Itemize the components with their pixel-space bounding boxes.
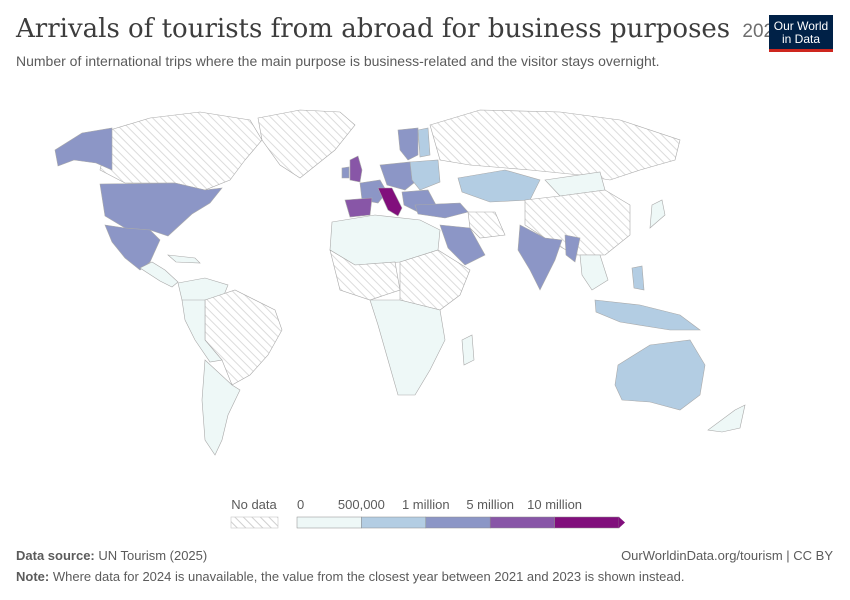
region-japan	[649, 199, 666, 229]
footer-url[interactable]: OurWorldinData.org/tourism | CC BY	[621, 548, 833, 563]
region-australia[interactable]	[614, 339, 706, 411]
region-bangladesh-myanmar	[564, 234, 581, 263]
region-madagascar	[461, 334, 475, 366]
region-central-america	[139, 261, 179, 288]
footer-note: Note: Where data for 2024 is unavailable…	[16, 569, 684, 584]
legend-bin-0[interactable]	[296, 516, 362, 529]
region-argentina-chile	[201, 359, 241, 456]
source-label: Data source:	[16, 548, 95, 563]
note-value: Where data for 2024 is unavailable, the …	[52, 569, 685, 584]
world-map	[54, 109, 746, 456]
region-southeast-asia	[579, 254, 609, 291]
region-turkey[interactable]	[414, 202, 469, 219]
region-new-zealand	[707, 404, 746, 433]
chart-subtitle: Number of international trips where the …	[16, 53, 660, 69]
region-indonesia	[594, 299, 701, 331]
legend-tick-label-1: 500,000	[338, 497, 385, 512]
legend-no-data-swatch	[230, 516, 279, 529]
region-caribbean	[167, 254, 201, 264]
legend-bin-2[interactable]	[425, 516, 491, 529]
owid-logo[interactable]: Our World in Data	[769, 15, 833, 52]
legend-bin-1[interactable]	[361, 516, 427, 529]
region-usa[interactable]	[99, 182, 223, 237]
region-scandinavia[interactable]	[397, 127, 419, 161]
region-peru-bolivia	[181, 299, 223, 363]
region-saudi-arabia[interactable]	[439, 224, 486, 266]
legend-no-data-label: No data	[231, 497, 277, 512]
note-label: Note:	[16, 569, 50, 584]
region-canada	[99, 111, 263, 191]
region-central-europe	[379, 161, 421, 191]
legend-arrow-tip	[619, 517, 625, 528]
title-text: Arrivals of tourists from abroad for bus…	[16, 14, 731, 44]
legend-tick-label-0: 0	[297, 497, 304, 512]
legend-tick-label-2: 1 million	[402, 497, 450, 512]
logo-line-2: in Data	[781, 32, 821, 46]
legend-bins: 0 500,000 1 million 5 million 10 million	[296, 497, 625, 529]
region-uk[interactable]	[349, 155, 363, 183]
region-russia	[429, 109, 681, 181]
legend-tick-label-4: 10 million	[527, 497, 582, 512]
region-kazakhstan	[457, 169, 541, 203]
region-iran	[467, 211, 506, 239]
chart-title: Arrivals of tourists from abroad for bus…	[16, 14, 785, 44]
source-value[interactable]: UN Tourism (2025)	[98, 548, 208, 563]
region-alaska[interactable]	[54, 127, 113, 171]
region-philippines	[631, 265, 645, 291]
legend-bin-3[interactable]	[489, 516, 555, 529]
region-finland	[417, 127, 431, 158]
legend-bin-4[interactable]	[554, 516, 620, 529]
map-legend: No data 0 500,000 1 million 5 million 10 mil…	[230, 497, 625, 529]
region-eastern-europe	[409, 159, 441, 191]
region-central-southern-africa	[369, 299, 446, 396]
region-mexico[interactable]	[104, 224, 161, 271]
region-india[interactable]	[517, 224, 563, 291]
legend-tick-label-3: 5 million	[466, 497, 514, 512]
logo-line-1: Our World	[773, 19, 829, 33]
region-greenland	[257, 109, 356, 179]
footer-source: Data source: UN Tourism (2025)	[16, 548, 207, 563]
region-spain[interactable]	[344, 197, 373, 218]
region-ireland[interactable]	[341, 166, 350, 179]
region-italy[interactable]	[377, 187, 403, 217]
